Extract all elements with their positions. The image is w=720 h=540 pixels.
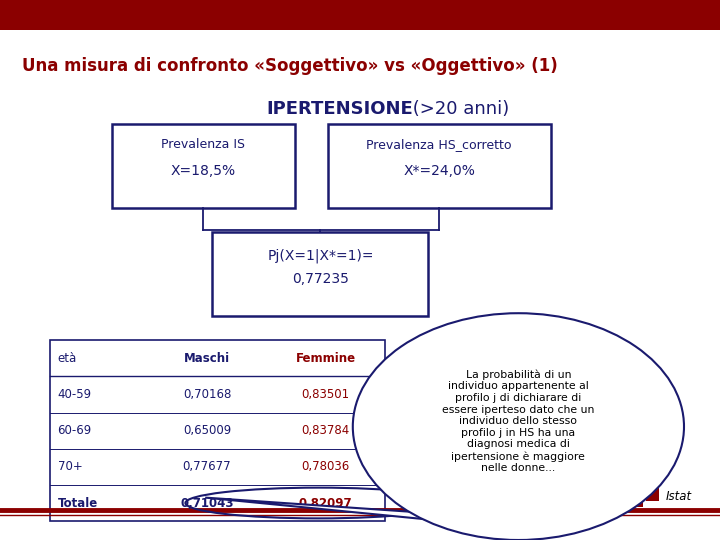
Text: Una misura di confronto «Soggettivo» vs «Oggettivo» (1): Una misura di confronto «Soggettivo» vs … [22,57,557,75]
Text: età: età [58,352,77,365]
Text: Prevalenza IS: Prevalenza IS [161,138,246,151]
Ellipse shape [353,313,684,540]
Bar [0,0,720,30]
Bar [630,486,643,507]
Bar [112,124,295,208]
Text: X=18,5%: X=18,5% [171,165,236,178]
Bar [328,124,551,208]
Text: IPERTENSIONE: IPERTENSIONE [266,100,413,118]
Text: Femmine: Femmine [296,352,356,365]
Text: Prevalenza HS_corretto: Prevalenza HS_corretto [366,138,512,151]
Text: 0,71043: 0,71043 [180,496,234,510]
Text: 70+: 70+ [58,460,82,474]
Text: Maschi: Maschi [184,352,230,365]
Text: 60-69: 60-69 [58,424,92,437]
Text: 0,77235: 0,77235 [292,273,348,286]
Text: 0,70168: 0,70168 [183,388,231,401]
Text: Totale: Totale [58,496,98,510]
Text: 0,83784: 0,83784 [302,424,350,437]
Text: 0,65009: 0,65009 [183,424,231,437]
Text: 0,77677: 0,77677 [183,460,231,474]
Bar [212,232,428,316]
Text: Pj(X=1|X*=1)=: Pj(X=1|X*=1)= [267,248,374,263]
Text: 0,82097: 0,82097 [299,496,353,510]
Text: 40-59: 40-59 [58,388,91,401]
Bar [50,340,385,521]
Bar [646,486,659,501]
Polygon shape [205,498,452,522]
Text: Istat: Istat [666,490,692,503]
Text: (>20 anni): (>20 anni) [407,100,509,118]
Text: La probabilità di un
individuo appartenente al
profilo j di dichiarare di
essere: La probabilità di un individuo appartene… [442,369,595,473]
Text: 0,83501: 0,83501 [302,388,350,401]
Text: X*=24,0%: X*=24,0% [403,165,475,178]
Text: 0,78036: 0,78036 [302,460,350,474]
